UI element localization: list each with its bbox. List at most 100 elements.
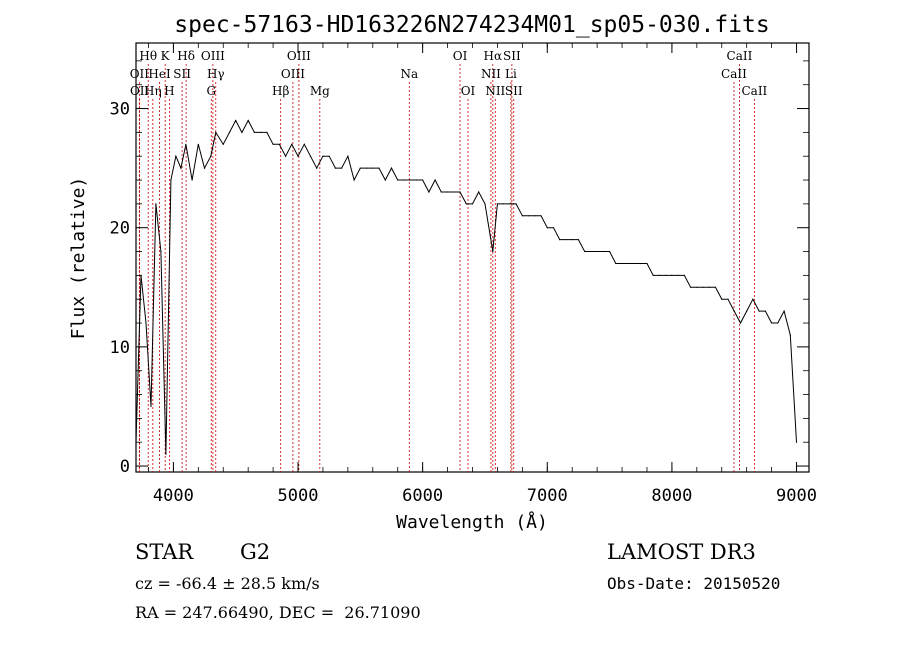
y-tick-label: 0 [120,457,130,477]
spectrum-point [155,203,157,205]
object-subclass: G2 [240,540,271,564]
spectrum-point [521,215,524,217]
emission-line-label: SII [505,84,523,98]
spectrum-point [590,250,592,253]
spectrum-point [671,274,673,276]
plot-frame [135,42,810,473]
spectrum-point [746,310,748,312]
chart-title: spec-57163-HD163226N274234M01_sp05-030.f… [174,12,769,38]
spectrum-point [272,143,274,145]
spectrum-point [291,143,293,145]
x-tick-label: 5000 [278,486,319,506]
spectrum-point [683,274,686,276]
spectrum-point [739,322,742,324]
emission-line-label: Hδ [177,49,195,63]
spectrum-point [665,274,667,276]
spectrum-point [478,191,480,193]
spectrum-point [552,227,555,229]
emission-line-label: Hα [484,49,503,63]
emission-line-label: G [206,84,216,98]
spectrum-point [145,322,147,324]
spectrum-point [185,143,187,145]
y-tick-label: 10 [110,338,130,358]
spectrum-point [492,250,494,253]
spectrum-point [646,262,648,265]
spectrum-point [366,167,368,169]
spectrum-point [758,310,760,312]
spectrum-point [341,167,343,169]
emission-line-label: Hγ [207,67,225,81]
spectrum-point [150,405,152,408]
spectrum-point [278,143,280,145]
emission-line-label: CaII [727,49,753,63]
emission-line-label: Hη [144,84,162,98]
emission-line-label: K [161,49,171,63]
spectrum-point [546,227,548,229]
x-tick-label: 8000 [651,486,692,506]
spectrum-point [627,262,629,265]
spectrum-point [609,250,611,253]
spectrum-point [471,203,474,205]
emission-line-label: Hθ [139,49,157,63]
spectrum-point [197,143,199,145]
spectrum-point [503,203,505,205]
spectrum-point [540,215,542,217]
spectrum-point [602,250,605,253]
spectrum-point [652,274,654,276]
spectrum-point [409,179,411,181]
spectrum-layer [135,119,798,455]
emission-line-label: OI [453,49,468,63]
spectrum-point [708,286,710,288]
emission-line-label: OIII [281,67,305,81]
spectrum-point [727,298,729,300]
x-tick-label: 6000 [402,486,443,506]
spectrum-point [328,155,330,157]
spectrum-point [677,274,679,276]
spectrum-point [390,167,393,169]
spectrum-point [459,191,461,193]
spectrum-point [175,155,177,157]
spectrum-point [285,155,287,157]
spectrum-point [160,250,162,253]
x-tick-label: 7000 [527,486,568,506]
emission-line-label: OII [130,67,150,81]
emission-line-label: CaII [721,67,747,81]
spectrum-point [253,131,255,133]
spectrum-point [334,167,336,169]
emission-line-label: SII [173,67,191,81]
object-class: STAR [135,540,194,564]
spectrum-point [640,262,642,265]
spectrum-point [565,239,567,241]
emission-line-label: SII [503,49,521,63]
emission-line-label: HeI [148,67,171,81]
emission-line-label: NII [481,67,501,81]
survey-name: LAMOST DR3 [607,540,756,564]
spectrum-point [403,179,405,181]
emission-lines: OII OII Hθ Hη HeI K H SII Hδ OIII Hγ G Hβ OIII OIII Mg N… [130,49,768,472]
spectrum-point [453,191,455,193]
spectrum-point [658,274,661,276]
spectrum-point [359,167,361,169]
spectrum-point [528,215,530,217]
spectrum-point [428,191,430,193]
spectrum-point [621,262,623,265]
spectrum-point [509,203,511,205]
spectrum-point [241,131,243,133]
spectrum-point [165,453,167,455]
spectrum-point [309,155,312,157]
spectrum-point [384,179,386,181]
spectrum-point [422,179,424,181]
emission-line-label: NII [485,84,505,98]
spectrum-point [584,250,586,253]
emission-line-label: OIII [287,49,311,63]
spectrum-point [170,179,172,181]
spectrum-point [180,167,182,169]
spectrum-point [215,131,217,133]
x-tick-label: 9000 [776,486,817,506]
emission-line-label: CaII [741,84,767,98]
spectrum-point [378,167,380,169]
spectrum-point [260,131,262,133]
spectrum-point [789,334,791,336]
spectrum-point [534,215,536,217]
